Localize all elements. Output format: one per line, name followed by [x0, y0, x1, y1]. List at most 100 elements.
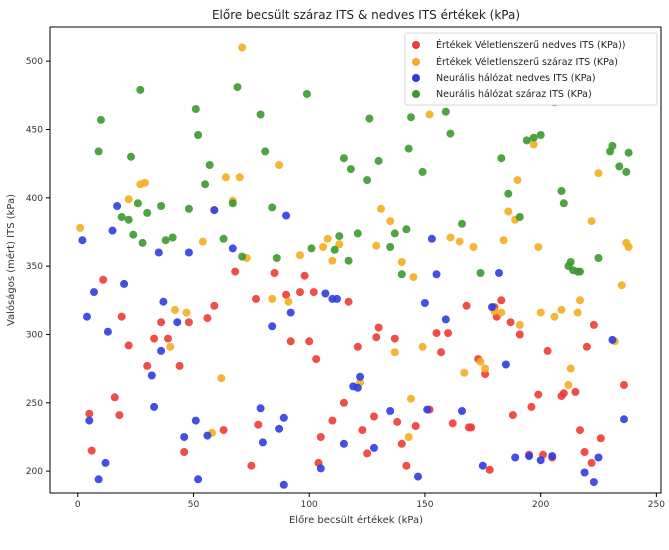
data-point-series-4 [307, 244, 316, 253]
data-point-series-1 [296, 288, 304, 297]
data-point-series-1 [582, 342, 591, 351]
data-point-series-3 [427, 234, 436, 243]
data-point-series-1 [210, 301, 219, 310]
data-points [76, 43, 633, 489]
data-point-series-2 [504, 207, 513, 216]
data-point-series-1 [543, 346, 552, 355]
data-point-series-3 [370, 443, 378, 452]
data-point-series-3 [101, 458, 110, 467]
data-point-series-4 [515, 213, 524, 221]
data-point-series-2 [409, 273, 418, 282]
data-point-series-3 [353, 383, 362, 392]
data-point-series-4 [576, 267, 584, 276]
data-point-series-1 [411, 422, 420, 430]
data-point-series-4 [272, 254, 281, 262]
data-point-series-2 [425, 110, 434, 119]
data-point-series-1 [344, 297, 353, 306]
data-point-series-3 [339, 439, 348, 448]
data-point-series-3 [488, 303, 496, 312]
data-point-series-1 [370, 412, 378, 421]
data-point-series-4 [136, 85, 145, 94]
data-point-series-3 [203, 431, 212, 440]
data-point-series-2 [455, 237, 464, 246]
data-point-series-1 [164, 334, 172, 343]
data-point-series-4 [256, 110, 265, 119]
legend: Értékek Véletlenszerű nedves ITS (KPa)) … [404, 32, 658, 106]
data-point-series-4 [536, 131, 545, 139]
data-point-series-1 [587, 458, 596, 467]
data-point-series-4 [390, 229, 399, 238]
data-point-series-2 [275, 161, 284, 169]
data-point-series-3 [157, 346, 166, 355]
x-tick-label: 200 [532, 500, 549, 510]
data-point-series-1 [328, 416, 337, 425]
data-point-series-2 [499, 236, 508, 245]
data-point-series-2 [76, 223, 85, 232]
data-point-series-4 [344, 256, 353, 265]
data-point-series-1 [353, 342, 362, 351]
data-point-series-3 [279, 413, 288, 422]
data-point-series-1 [620, 381, 628, 389]
data-point-series-3 [191, 416, 200, 425]
data-point-series-3 [594, 453, 603, 462]
data-point-series-2 [335, 240, 344, 249]
data-point-series-1 [316, 433, 325, 441]
data-point-series-3 [316, 464, 325, 473]
data-point-series-1 [390, 334, 399, 343]
data-point-series-1 [219, 426, 228, 435]
data-point-series-1 [282, 290, 291, 299]
legend-label-1: Értékek Véletlenszerű nedves ITS (KPa)) [436, 39, 626, 51]
data-point-series-3 [548, 452, 557, 461]
data-point-series-4 [353, 229, 362, 238]
data-point-series-1 [85, 409, 94, 418]
data-point-series-1 [99, 275, 108, 284]
data-point-series-3 [511, 453, 520, 462]
data-point-series-1 [374, 323, 383, 332]
data-point-series-3 [441, 315, 450, 324]
data-point-series-2 [221, 173, 230, 182]
data-point-series-4 [386, 243, 395, 251]
x-axis-label: Előre becsült értékek (kPa) [289, 514, 423, 526]
data-point-series-3 [286, 308, 295, 317]
data-point-series-4 [129, 230, 138, 239]
data-point-series-3 [279, 480, 288, 489]
data-point-series-1 [254, 420, 263, 429]
data-point-series-2 [319, 243, 328, 251]
data-point-series-3 [194, 475, 203, 484]
data-point-series-3 [85, 416, 94, 425]
data-point-series-4 [184, 204, 193, 213]
data-point-series-4 [608, 141, 617, 150]
data-point-series-2 [182, 308, 191, 317]
data-point-series-2 [476, 357, 485, 366]
data-point-series-4 [168, 233, 177, 242]
legend-marker-2 [412, 58, 420, 66]
data-point-series-4 [441, 107, 450, 116]
data-point-series-3 [458, 407, 466, 415]
data-point-series-2 [624, 243, 633, 251]
data-point-series-3 [414, 472, 422, 481]
data-point-series-2 [397, 258, 406, 266]
x-tick-label: 0 [75, 500, 81, 510]
data-point-series-3 [180, 433, 189, 441]
data-point-series-3 [356, 372, 365, 381]
data-point-series-4 [594, 254, 603, 262]
data-point-series-2 [481, 364, 490, 373]
data-point-series-4 [365, 114, 374, 123]
data-point-series-2 [390, 348, 399, 357]
data-point-series-4 [458, 219, 466, 228]
data-point-series-2 [576, 296, 584, 305]
data-point-series-4 [557, 187, 566, 195]
data-point-series-3 [501, 360, 510, 369]
data-point-series-3 [536, 456, 545, 465]
data-point-series-1 [110, 393, 119, 402]
data-point-series-4 [201, 180, 210, 189]
data-point-series-1 [115, 411, 124, 420]
legend-box [404, 32, 658, 106]
data-point-series-1 [300, 271, 309, 280]
data-point-series-2 [140, 178, 149, 187]
data-point-series-4 [261, 147, 270, 156]
data-point-series-3 [258, 438, 267, 447]
y-axis: 200 250 300 350 400 450 500 [26, 57, 50, 477]
y-tick-label: 500 [26, 57, 43, 67]
